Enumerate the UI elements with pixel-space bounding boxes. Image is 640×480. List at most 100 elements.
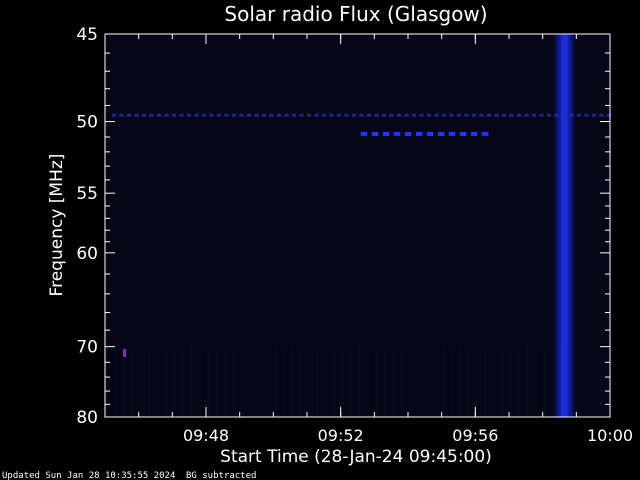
noise-stripe	[191, 346, 192, 417]
noise-stripe	[350, 346, 352, 417]
interference-segment	[134, 113, 139, 117]
noise-stripe	[417, 346, 419, 417]
noise-stripe	[443, 346, 444, 417]
noise-stripe	[493, 346, 495, 417]
noise-stripe	[543, 346, 545, 417]
interference-segment	[539, 113, 544, 117]
radio-burst-core	[561, 34, 568, 417]
noise-stripe	[266, 346, 268, 417]
interference-segment	[569, 113, 574, 117]
interference-segment	[299, 113, 304, 117]
interference-segment	[329, 113, 334, 117]
interference-segment	[239, 113, 244, 117]
interference-segment	[246, 113, 252, 117]
noise-stripe	[233, 346, 234, 417]
interference-dash	[404, 131, 412, 136]
noise-stripe	[132, 346, 134, 417]
interference-dash	[448, 131, 456, 136]
interference-segment	[141, 113, 147, 117]
y-tick-label: 45	[76, 25, 98, 45]
x-tick-label: 09:56	[452, 426, 498, 445]
interference-segment	[449, 113, 454, 117]
noise-stripe	[585, 346, 587, 417]
interference-segment	[576, 113, 582, 117]
interference-segment	[126, 113, 132, 117]
noise-stripe	[409, 346, 411, 417]
interference-segment	[156, 113, 162, 117]
noise-stripe	[216, 346, 218, 417]
interference-segment	[254, 113, 259, 117]
noise-stripe	[317, 346, 318, 417]
noise-stripe	[249, 346, 251, 417]
interference-segment	[381, 113, 387, 117]
x-tick-label: 09:52	[318, 426, 364, 445]
noise-stripe	[367, 346, 369, 417]
x-axis: 09:48 09:52 09:56 10:00	[104, 34, 633, 445]
y-axis-label: Frequency [MHz]	[47, 154, 67, 297]
noise-stripe	[434, 346, 436, 417]
interference-segment	[494, 113, 499, 117]
interference-segment	[561, 113, 567, 117]
noise-stripe	[552, 346, 554, 417]
interference-segment	[276, 113, 282, 117]
interference-segment	[516, 113, 522, 117]
y-tick-label: 80	[76, 408, 98, 428]
noise-stripe	[207, 346, 209, 417]
interference-segment	[344, 113, 349, 117]
interference-segment	[351, 113, 357, 117]
interference-dash	[437, 131, 445, 136]
interference-dash	[481, 131, 489, 136]
interference-segment	[546, 113, 552, 117]
interference-segment	[306, 113, 312, 117]
noise-stripe	[174, 346, 176, 417]
noise-stripe	[485, 346, 486, 417]
interference-segment	[209, 113, 214, 117]
noise-stripe	[224, 346, 226, 417]
noise-stripe	[359, 346, 360, 417]
interference-dash	[371, 131, 379, 136]
interference-segment	[471, 113, 477, 117]
chart-title: Solar radio Flux (Glasgow)	[224, 2, 487, 26]
y-tick-label: 60	[76, 244, 98, 264]
interference-segment	[411, 113, 417, 117]
interference-segment	[554, 113, 559, 117]
y-tick-label: 70	[76, 338, 98, 358]
noise-stripe	[426, 346, 428, 417]
noise-stripe	[476, 346, 478, 417]
spectrogram-features	[107, 34, 612, 417]
noise-stripe	[165, 346, 167, 417]
interference-segment	[434, 113, 439, 117]
interference-segment	[464, 113, 469, 117]
noise-stripe	[291, 346, 293, 417]
noise-stripe	[149, 346, 150, 417]
interference-segment	[321, 113, 327, 117]
y-tick-label: 55	[76, 184, 98, 204]
noise-stripe	[300, 346, 302, 417]
updated-timestamp: Updated Sun Jan 28 10:35:55 2024	[2, 471, 175, 480]
noise-stripe	[325, 346, 327, 417]
interference-segment	[179, 113, 184, 117]
interference-segment	[186, 113, 192, 117]
interference-segment	[524, 113, 529, 117]
interference-segment	[456, 113, 462, 117]
noise-stripe	[384, 346, 386, 417]
interference-segment	[224, 113, 229, 117]
interference-segment	[591, 113, 597, 117]
noise-stripe	[577, 346, 579, 417]
noise-stripe	[375, 346, 377, 417]
noise-stripe	[468, 346, 470, 417]
interference-segment	[171, 113, 177, 117]
noise-stripe	[308, 346, 310, 417]
noise-stripe	[501, 346, 503, 417]
interference-segment	[261, 113, 267, 117]
interference-dash	[360, 131, 368, 136]
interference-segment	[269, 113, 274, 117]
noise-stripe	[275, 346, 276, 417]
interference-segment	[426, 113, 432, 117]
interference-segment	[336, 113, 342, 117]
noise-stripe	[241, 346, 243, 417]
interference-dash	[393, 131, 401, 136]
interference-segment	[119, 113, 124, 117]
interference-segment	[479, 113, 484, 117]
